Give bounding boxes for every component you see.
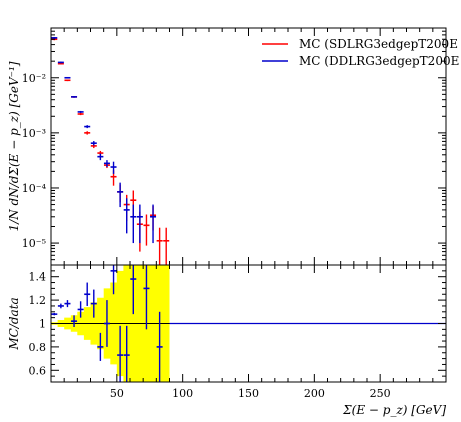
ratio-y-axis-label: MC/data bbox=[7, 297, 21, 350]
ratio-blue-series-point bbox=[51, 312, 58, 316]
blue-series-point bbox=[77, 110, 84, 113]
x-tick-label: 200 bbox=[304, 387, 325, 400]
red-series-point bbox=[57, 62, 64, 65]
red-series-point bbox=[143, 214, 150, 246]
ratio-y-ticks: 0.6 0.8 1 1.2 1.4 bbox=[29, 270, 446, 377]
blue-series-point bbox=[71, 96, 78, 98]
ratio-blue-series-point bbox=[123, 325, 130, 382]
blue-series-point bbox=[90, 141, 97, 146]
y-tick-label: 10⁻³ bbox=[22, 127, 46, 140]
ratio-blue-series-point bbox=[84, 282, 91, 306]
red-series-point bbox=[163, 227, 170, 265]
x-tick-label: 250 bbox=[370, 387, 391, 400]
red-series-point bbox=[84, 131, 91, 135]
x-tick-label: 100 bbox=[172, 387, 193, 400]
ratio-blue-series-point bbox=[103, 300, 110, 347]
blue-series-point bbox=[110, 161, 117, 174]
legend-label: MC (SDLRG3edgepT200E bbox=[299, 37, 458, 51]
ratio-blue-series-point bbox=[143, 265, 150, 330]
ratio-x-ticks: 50 100 150 200 250 bbox=[63, 265, 434, 400]
x-tick-label: 150 bbox=[238, 387, 259, 400]
main-y-axis-label: 1/N dN/dΣ(E − p_z) [GeV⁻¹] bbox=[7, 61, 21, 231]
blue-series-point bbox=[123, 198, 130, 234]
ratio-blue-series-point bbox=[117, 325, 124, 382]
legend: MC (SDLRG3edgepT200E MC (DDLRG3edgepT200E bbox=[262, 37, 459, 68]
main-y-ticks: 10⁻⁵ 10⁻⁴ 10⁻³ 10⁻² bbox=[22, 27, 446, 266]
red-series-point bbox=[77, 112, 84, 116]
ratio-blue-series-point bbox=[130, 265, 137, 315]
ratio-panel: 50 100 150 200 250 0.6 0.8 1 1.2 1.4 MC/data Σ(E − … bbox=[7, 264, 447, 417]
ratio-blue-series-point bbox=[97, 332, 104, 361]
y-tick-label: 1.2 bbox=[29, 294, 47, 307]
blue-series-point bbox=[97, 153, 104, 161]
ratio-blue-series-point bbox=[71, 315, 78, 328]
red-series-point bbox=[64, 79, 71, 82]
blue-series-point bbox=[103, 160, 110, 168]
x-tick-label: 50 bbox=[110, 387, 124, 400]
blue-series-point bbox=[84, 125, 91, 129]
y-tick-label: 10⁻² bbox=[22, 72, 46, 85]
ratio-blue-series-point bbox=[64, 300, 71, 308]
blue-series-point bbox=[150, 204, 157, 244]
blue-series-point bbox=[64, 76, 71, 79]
blue-series-point bbox=[57, 61, 64, 64]
x-axis-label: Σ(E − p_z) [GeV] bbox=[342, 403, 446, 417]
blue-series-point bbox=[136, 204, 143, 244]
y-tick-label: 10⁻⁵ bbox=[22, 237, 46, 250]
ratio-blue-series-point bbox=[156, 311, 163, 382]
y-tick-label: 1 bbox=[39, 318, 46, 331]
blue-series-point bbox=[51, 36, 58, 39]
ratio-blue-series-point bbox=[90, 289, 97, 318]
legend-label: MC (DDLRG3edgepT200E bbox=[299, 54, 459, 68]
y-tick-label: 0.6 bbox=[29, 364, 47, 377]
y-tick-label: 0.8 bbox=[29, 341, 47, 354]
y-tick-label: 10⁻⁴ bbox=[22, 182, 47, 195]
red-series-point bbox=[156, 227, 163, 265]
ratio-blue-series-point bbox=[77, 301, 84, 318]
blue-series-point bbox=[117, 182, 124, 208]
blue-series-point bbox=[130, 204, 137, 244]
main-x-ticks bbox=[63, 28, 434, 265]
main-panel: 10⁻⁵ 10⁻⁴ 10⁻³ 10⁻²1/N dN/dΣ(E − p_z) [GeV⁻… bbox=[7, 27, 447, 266]
ratio-blue-series-point bbox=[57, 303, 64, 309]
ratio-blue-series-point bbox=[110, 265, 117, 295]
y-tick-label: 1.4 bbox=[29, 271, 47, 284]
